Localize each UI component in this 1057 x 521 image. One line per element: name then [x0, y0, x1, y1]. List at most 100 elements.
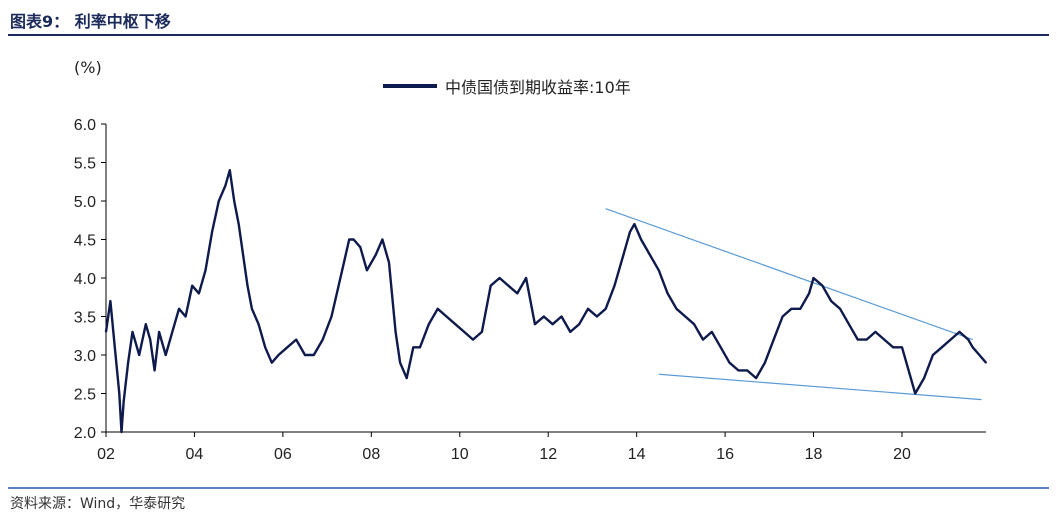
- header-divider: [8, 34, 1049, 36]
- data-point: [772, 338, 775, 341]
- data-point: [971, 346, 974, 349]
- data-point: [560, 315, 563, 318]
- data-point: [366, 269, 368, 272]
- chart-legend: 中债国债到期收益率:10年: [383, 74, 631, 98]
- data-point: [534, 323, 536, 326]
- data-point: [164, 354, 167, 356]
- data-point: [737, 369, 740, 372]
- data-point: [569, 331, 572, 333]
- data-point: [257, 323, 260, 326]
- x-tick-label: 16: [716, 446, 734, 463]
- data-point: [856, 338, 859, 341]
- data-point: [131, 331, 134, 333]
- data-point: [388, 261, 390, 264]
- data-point: [914, 392, 917, 395]
- data-point: [595, 315, 598, 318]
- y-tick-label: 5.5: [74, 156, 96, 173]
- data-point: [932, 354, 934, 356]
- data-point: [184, 315, 187, 318]
- data-point: [755, 377, 757, 379]
- data-point: [178, 307, 180, 310]
- data-point: [321, 338, 324, 341]
- data-point: [381, 238, 384, 241]
- data-point: [542, 315, 545, 318]
- data-point: [158, 331, 160, 333]
- data-point: [233, 200, 236, 202]
- data-point: [830, 300, 833, 302]
- series-line: [104, 168, 987, 434]
- data-point: [264, 346, 267, 349]
- data-point: [246, 284, 249, 287]
- data-point: [799, 307, 802, 310]
- data-point: [622, 254, 625, 256]
- data-point: [304, 354, 306, 356]
- legend-swatch: [383, 84, 437, 88]
- data-point: [144, 323, 147, 326]
- data-point: [109, 300, 112, 302]
- data-point: [909, 377, 912, 379]
- data-point: [940, 346, 943, 349]
- data-point: [746, 369, 749, 372]
- data-point: [498, 277, 501, 279]
- data-point: [865, 338, 868, 341]
- data-point: [153, 369, 156, 372]
- x-tick-label: 10: [451, 446, 469, 463]
- data-point: [604, 307, 607, 310]
- data-point: [472, 338, 474, 341]
- data-point: [702, 338, 704, 341]
- data-point: [277, 354, 280, 356]
- data-point: [812, 277, 815, 279]
- data-point: [507, 284, 510, 287]
- data-point: [105, 331, 107, 333]
- data-point: [728, 361, 731, 364]
- data-point: [228, 169, 231, 172]
- data-point: [454, 323, 457, 326]
- data-point: [640, 238, 642, 241]
- data-point: [445, 315, 448, 318]
- data-point: [251, 307, 253, 310]
- x-tick-label: 02: [97, 446, 115, 463]
- data-point: [211, 230, 214, 233]
- y-tick-label: 4.5: [74, 233, 96, 250]
- data-point: [781, 315, 784, 318]
- data-point: [352, 238, 355, 241]
- data-point: [967, 338, 970, 341]
- data-point: [958, 331, 961, 333]
- data-point: [138, 354, 141, 356]
- data-point: [808, 292, 811, 295]
- data-point: [657, 269, 660, 272]
- data-point: [480, 331, 483, 333]
- data-point: [405, 377, 408, 379]
- trend-line: [605, 208, 973, 341]
- data-point: [427, 323, 430, 326]
- data-point: [312, 354, 315, 356]
- data-point: [525, 277, 528, 279]
- data-point: [978, 354, 981, 356]
- data-point: [197, 292, 200, 295]
- data-point: [204, 269, 207, 272]
- y-tick-label: 6.0: [74, 117, 96, 134]
- data-point: [374, 254, 377, 256]
- data-point: [790, 307, 793, 310]
- data-point: [237, 223, 240, 226]
- data-point: [763, 361, 766, 364]
- y-tick-label: 5.0: [74, 194, 96, 211]
- data-point: [551, 323, 554, 326]
- data-point: [719, 346, 722, 349]
- data-point: [901, 346, 903, 349]
- data-point: [295, 338, 298, 341]
- data-point: [412, 346, 415, 349]
- data-point: [171, 331, 174, 333]
- data-point: [633, 223, 636, 226]
- data-point: [348, 238, 351, 241]
- x-tick-label: 04: [186, 446, 204, 463]
- x-tick-label: 20: [893, 446, 911, 463]
- x-tick-label: 06: [274, 446, 292, 463]
- data-point: [649, 254, 651, 256]
- data-point: [419, 346, 421, 349]
- data-point: [359, 246, 362, 249]
- footer-divider: [8, 487, 1049, 489]
- trend-line: [658, 373, 982, 401]
- data-point: [985, 361, 987, 364]
